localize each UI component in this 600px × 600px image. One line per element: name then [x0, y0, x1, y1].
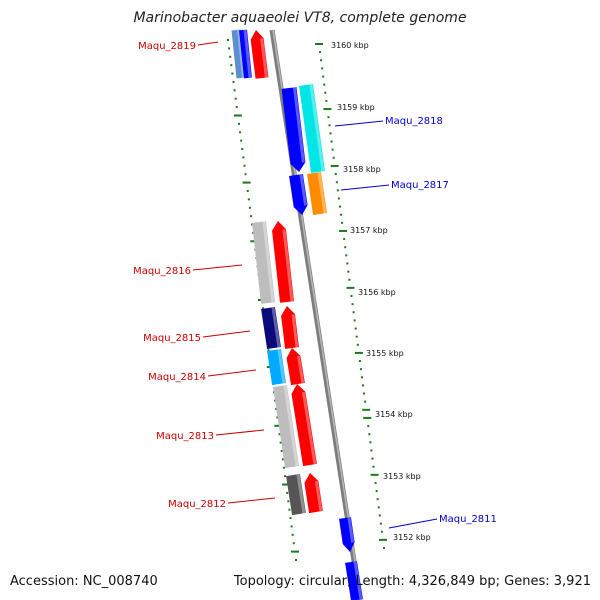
tick-label: 3157 kbp [350, 226, 388, 235]
gene-maqu-2819-rev [239, 29, 252, 79]
gene-label[interactable]: Maqu_2812 [168, 499, 226, 510]
gene-labels: Maqu_2819 Maqu_2818 Maqu_2817 Maqu_2816 Maqu… [133, 41, 497, 529]
gene-maqu-2819-cds-shade [260, 38, 268, 78]
gene-label-leader [340, 184, 390, 191]
gene-maqu-2817-rev-shade [299, 174, 308, 206]
gene-label[interactable]: Maqu_2811 [439, 514, 497, 525]
gene-label[interactable]: Maqu_2813 [156, 431, 214, 442]
gene-maqu-2818-rev-shade [292, 87, 305, 163]
gene-maqu-2816-track [252, 221, 275, 304]
gene-label[interactable]: Maqu_2816 [133, 266, 191, 277]
gene-maqu-2819-cds [250, 30, 269, 79]
gene-label-leader [227, 497, 276, 504]
gene-maqu-2816-cds [272, 221, 294, 303]
gene-label-leader [192, 264, 243, 271]
gene-maqu-2812-cds [304, 473, 323, 514]
gene-maqu-2814-cds-shade [296, 355, 305, 384]
gene-maqu-2814-track-shade [277, 349, 286, 384]
tick-label: 3155 kbp [366, 349, 404, 358]
gene-label[interactable]: Maqu_2815 [143, 333, 201, 344]
gene-maqu-2813-track-shade [283, 385, 299, 467]
gene-maqu-2811-rev [339, 517, 355, 552]
topology-summary: Topology: circular; Length: 4,326,849 bp… [233, 574, 591, 589]
gene-maqu-2813-cds-shade [301, 391, 317, 465]
gene-maqu-2812-track-shade [296, 474, 306, 514]
tick-label: 3159 kbp [337, 103, 375, 112]
gene-label-leader [334, 120, 384, 127]
gene-label[interactable]: Maqu_2818 [385, 116, 443, 127]
gene-label-leader [215, 429, 265, 436]
gene-maqu-2814-cds [286, 348, 305, 386]
gene-maqu-2815-track-shade [271, 307, 281, 348]
gene-maqu-2815-cds-shade [291, 314, 299, 348]
scale-tick-labels: 3160 kbp 3159 kbp 3158 kbp 3157 kbp 3156 kbp… [331, 41, 431, 542]
gene-maqu-2816-cds-shade [282, 229, 294, 302]
gene-label-leader [202, 330, 251, 338]
gene-maqu-2817-track-shade [317, 172, 327, 214]
gene-features [231, 29, 363, 600]
gene-maqu-2819-rev-shade [243, 29, 252, 78]
tick-label: 3158 kbp [343, 165, 381, 174]
gene-maqu-2813-track [273, 384, 299, 469]
gene-maqu-2818-track [299, 84, 325, 173]
gene-maqu-2816-track-shade [262, 221, 275, 303]
gene-maqu-2817-track [307, 171, 327, 216]
gene-maqu-2811-next-shade [353, 561, 363, 600]
gene-maqu-2811-next [345, 561, 363, 600]
gene-label-leader [207, 369, 257, 377]
tick-label: 3153 kbp [383, 472, 421, 481]
gene-maqu-2812-track [286, 473, 306, 516]
gene-maqu-2814-track [267, 348, 286, 386]
tick-label: 3160 kbp [331, 41, 369, 50]
gene-label[interactable]: Maqu_2817 [391, 180, 449, 191]
gene-label-leader [388, 518, 438, 529]
tick-label: 3154 kbp [375, 410, 413, 419]
gene-maqu-2813-cds [291, 384, 317, 467]
accession-text: Accession: NC_008740 [10, 574, 158, 589]
gene-label[interactable]: Maqu_2819 [138, 41, 196, 52]
gene-maqu-2812-cds-shade [314, 480, 323, 512]
gene-maqu-2819-track [231, 29, 246, 79]
tick-label: 3156 kbp [358, 288, 396, 297]
map-title: Marinobacter aquaeolei VT8, complete gen… [133, 10, 466, 26]
gene-label-leader [197, 41, 219, 46]
gene-maqu-2815-track [261, 306, 281, 350]
gene-maqu-2818-track-shade [309, 84, 325, 172]
gene-maqu-2819-track-shade [236, 29, 245, 78]
tick-label: 3152 kbp [393, 533, 431, 542]
gene-maqu-2811-rev-shade [347, 517, 355, 543]
gene-maqu-2815-cds [281, 306, 299, 349]
gene-maqu-2817-rev [289, 173, 308, 215]
gene-label[interactable]: Maqu_2814 [148, 372, 206, 383]
gene-maqu-2818-rev [281, 87, 306, 172]
